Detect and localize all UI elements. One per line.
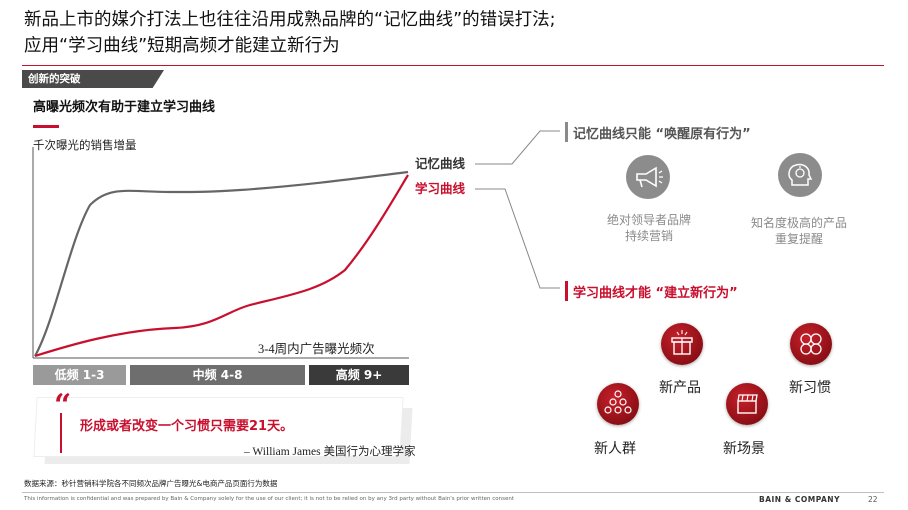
quote-author: – William James 美国行为心理学家 (244, 446, 416, 458)
frequency-band-mid: 中频 4-8 (130, 365, 305, 385)
learning-item-new-scene: 新场景 (723, 441, 765, 457)
memory-item-leader-line1: 绝对领导者品牌 (606, 213, 691, 227)
quote-accent-line (60, 413, 62, 453)
habit-icons-icon (790, 323, 832, 365)
learning-curve-line (34, 174, 409, 358)
clapperboard-icon (726, 383, 768, 425)
memory-curve-label: 记忆曲线 (415, 156, 466, 171)
gift-box-icon (661, 323, 703, 365)
frequency-band-high: 高频 9+ (309, 365, 409, 385)
learning-item-new-people: 新人群 (594, 441, 636, 457)
data-source-note: 数据来源：秒针营销科学院各不同频次品牌广告曝光&电商产品页面行为数据 (24, 479, 278, 488)
memory-item-known-line2: 重复提醒 (774, 232, 823, 246)
memory-heading-bar (565, 122, 568, 142)
people-group-icon (597, 383, 639, 425)
slide-title: 新品上市的媒介打法上也往往沿用成熟品牌的“记忆曲线”的错误打法; 应用“学习曲线… (24, 7, 884, 59)
chart-x-label: 3-4周内广告曝光频次 (258, 342, 375, 356)
confidentiality-note: This information is confidential and was… (24, 496, 514, 502)
chart-subtitle: 高曝光频次有助于建立学习曲线 (33, 100, 216, 115)
memory-heading: 记忆曲线只能 “唤醒原有行为” (573, 127, 751, 142)
title-divider (22, 65, 884, 66)
quote-mark-icon: “ (54, 388, 72, 423)
learning-item-new-product: 新产品 (659, 380, 701, 396)
title-line-2: 应用“学习曲线”短期高频才能建立新行为 (24, 36, 340, 56)
memory-item-leader: 绝对领导者品牌 持续营销 (579, 212, 719, 244)
accent-dash (33, 125, 59, 128)
frequency-band-low: 低频 1-3 (33, 365, 126, 385)
brand-logo: BAIN & COMPANY (759, 495, 841, 504)
page-number: 22 (868, 495, 878, 504)
brain-idea-icon (778, 153, 822, 197)
memory-connector (475, 130, 560, 165)
quote-text: 形成或者改变一个习惯只需要21天。 (80, 419, 294, 434)
learning-connector (475, 188, 560, 289)
learning-heading-bar (565, 281, 568, 301)
learning-heading: 学习曲线才能 “建立新行为” (573, 286, 738, 301)
learning-item-new-habit: 新习惯 (789, 380, 831, 396)
title-line-1: 新品上市的媒介打法上也往往沿用成熟品牌的“记忆曲线”的错误打法; (24, 10, 556, 30)
section-tag: 创新的突破 (22, 70, 164, 88)
footer-divider (22, 492, 884, 493)
memory-item-known-line1: 知名度极高的产品 (750, 216, 847, 230)
memory-item-known-product: 知名度极高的产品 重复提醒 (729, 215, 869, 247)
memory-item-leader-line2: 持续营销 (624, 229, 673, 243)
learning-curve-label: 学习曲线 (415, 181, 466, 196)
chart-y-label: 千次曝光的销售增量 (33, 138, 137, 152)
memory-curve-line (34, 170, 409, 357)
megaphone-icon (626, 155, 670, 199)
